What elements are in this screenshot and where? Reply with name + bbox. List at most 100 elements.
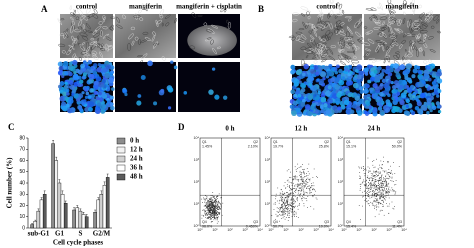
cell (137, 9, 142, 14)
event-dot (211, 210, 213, 212)
event-dot (367, 177, 369, 178)
event-dot (212, 205, 214, 206)
event-dot (369, 183, 371, 185)
event-dot (375, 201, 376, 203)
event-dot (213, 212, 215, 214)
nucleus (295, 69, 302, 76)
event-dot (292, 203, 294, 205)
event-dot (282, 203, 283, 205)
cell (366, 52, 370, 56)
nucleus (289, 104, 295, 110)
event-dot (372, 191, 374, 192)
cell (376, 49, 379, 53)
event-dot (376, 206, 378, 207)
event-dot (288, 169, 290, 170)
event-dot (204, 205, 206, 206)
event-dot (363, 179, 364, 181)
event-dot (383, 178, 384, 180)
cell (131, 40, 135, 46)
cell (161, 56, 166, 61)
event-dot (370, 185, 372, 187)
bar (96, 199, 101, 229)
nucleus (369, 76, 375, 82)
event-dot (294, 207, 295, 209)
event-dot (293, 195, 295, 197)
event-dot (389, 203, 390, 205)
nucleus (331, 67, 336, 72)
event-dot (288, 213, 290, 215)
event-dot (294, 185, 296, 187)
event-dot (386, 161, 388, 162)
event-dot (376, 194, 378, 195)
event-dot (210, 204, 212, 206)
nucleus (409, 96, 413, 100)
event-dot (210, 207, 211, 208)
nucleus (124, 92, 128, 97)
event-dot (282, 210, 283, 212)
nucleus (167, 106, 172, 110)
event-dot (277, 187, 279, 189)
cell (409, 25, 413, 34)
event-dot (387, 172, 389, 173)
cell (300, 6, 309, 11)
event-dot (393, 208, 395, 210)
event-dot (293, 201, 295, 202)
event-dot (382, 170, 384, 172)
y-tick-label: 10⁰ (265, 224, 271, 228)
event-dot (373, 184, 374, 186)
event-dot (303, 190, 305, 192)
event-dot (209, 198, 210, 200)
cell (196, 2, 200, 7)
error-bar (55, 156, 58, 161)
event-dot (285, 208, 286, 210)
error-bar (79, 208, 82, 212)
legend-label: 12 h (130, 146, 143, 154)
event-dot (310, 186, 311, 188)
event-dot (373, 187, 375, 189)
event-dot (302, 183, 303, 184)
event-dot (384, 188, 385, 190)
cell (92, 55, 99, 60)
cell (61, 50, 66, 54)
nucleus (411, 74, 416, 79)
event-dot (214, 205, 216, 207)
cell (387, 26, 390, 33)
cell (81, 42, 85, 46)
event-dot (375, 193, 376, 194)
event-dot (286, 209, 288, 210)
event-dot (364, 184, 366, 186)
cell (305, 54, 309, 59)
event-dot (363, 170, 364, 171)
cell (82, 24, 86, 31)
nucleus (431, 81, 436, 86)
event-dot (303, 169, 305, 171)
cell (377, 43, 382, 47)
event-dot (374, 179, 376, 181)
y-tick-label: 20 (19, 203, 25, 209)
event-dot (300, 174, 301, 175)
event-dot (210, 210, 211, 211)
event-dot (291, 196, 293, 198)
cell (63, 31, 68, 39)
cell (65, 28, 69, 33)
event-dot (306, 173, 307, 174)
nucleus (214, 94, 220, 100)
event-dot (210, 205, 212, 207)
event-dot (367, 190, 368, 192)
nucleus (405, 98, 410, 104)
cell (63, 31, 69, 38)
cell (134, 12, 138, 20)
event-dot (214, 198, 216, 199)
nucleus (77, 83, 82, 88)
cell (152, 31, 156, 36)
event-dot (391, 187, 393, 189)
event-dot (381, 188, 383, 190)
nucleus (364, 110, 368, 115)
nucleus (290, 64, 296, 70)
nucleus (98, 91, 102, 96)
cell (381, 27, 385, 31)
event-dot (378, 202, 380, 204)
legend-label: 24 h (130, 155, 143, 163)
event-dot (302, 172, 304, 173)
cell (220, 8, 225, 13)
